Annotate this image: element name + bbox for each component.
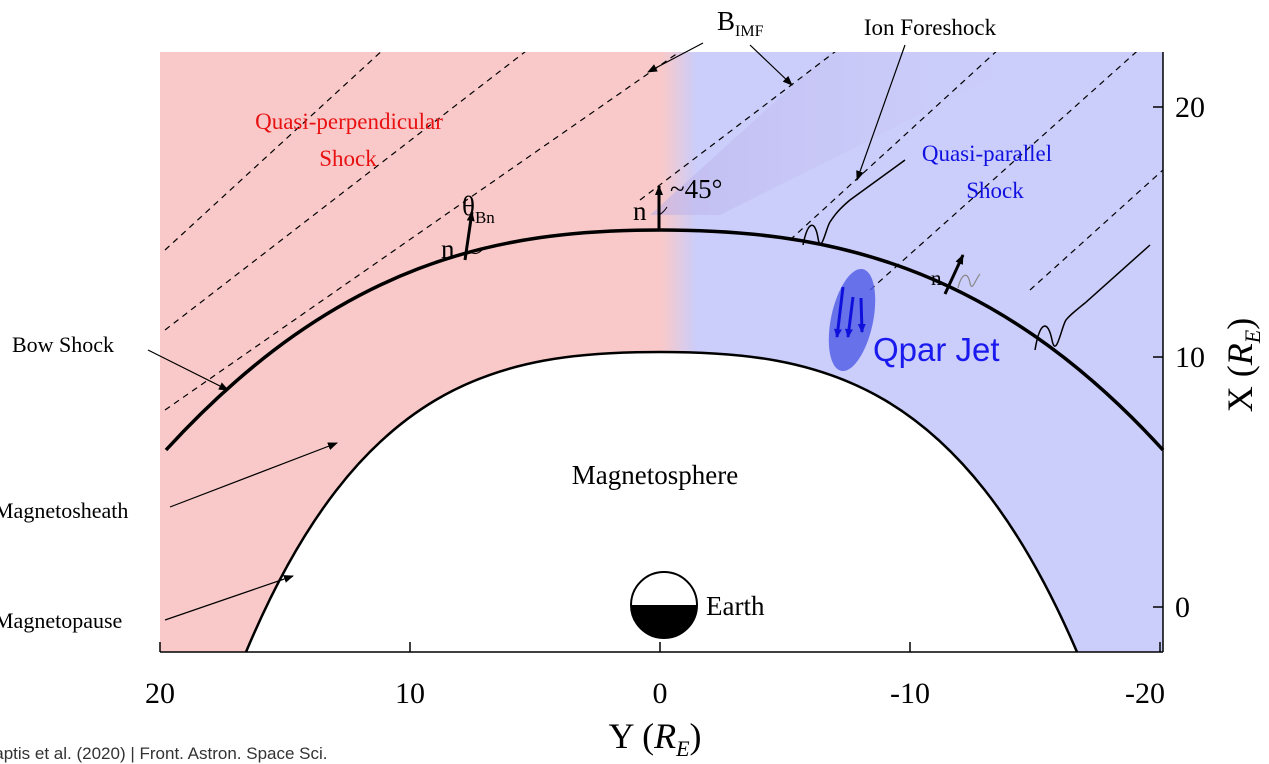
- qpar-jet-label: Qpar Jet: [873, 331, 1000, 368]
- figure-credit: Raptis et al. (2020) | Front. Astron. Sp…: [0, 744, 328, 763]
- bimf-label: BIMF: [717, 6, 764, 40]
- x-axis: [159, 642, 1163, 653]
- y-tick-label: 0: [1175, 591, 1190, 624]
- magnetosphere-region: [246, 352, 1077, 652]
- bimf-arrow-2: [749, 44, 793, 86]
- y-tick-label: 10: [1175, 341, 1205, 374]
- theta-bn-label: θBn: [462, 191, 495, 227]
- quasi-perp-label: Quasi-perpendicular: [255, 109, 443, 134]
- quasi-par-label-2: Shock: [966, 178, 1024, 203]
- earth-icon: [630, 571, 698, 639]
- normal-arrow-right: [943, 254, 965, 295]
- normal-label-right: n: [931, 266, 942, 290]
- jet-flow-arrows: [833, 286, 866, 338]
- x-tick-label: 20: [145, 677, 175, 710]
- qpar-jet-ellipse: [828, 268, 876, 372]
- x-tick-label: -20: [1125, 677, 1165, 710]
- magnetosphere-label: Magnetosphere: [572, 460, 738, 490]
- y-axis-title: X (RE): [1220, 318, 1265, 412]
- ion-foreshock-region: [650, 52, 1045, 215]
- magnetosheath-arrow: [169, 442, 338, 508]
- wave-packet-2: [1034, 244, 1151, 351]
- angle-arc-left: [469, 249, 483, 255]
- y-tick-label: 20: [1175, 91, 1205, 124]
- imf-field-lines: [164, 52, 1163, 411]
- x-axis-title: Y (RE): [608, 716, 701, 761]
- bow-shock-label: Bow Shock: [12, 332, 114, 357]
- ion-foreshock-label: Ion Foreshock: [864, 15, 997, 40]
- x-tick-label: -10: [890, 677, 930, 710]
- angle-label: ~45°: [670, 174, 722, 204]
- magnetopause-line: [244, 350, 1079, 652]
- wave-packet-1: [802, 159, 906, 246]
- wave-packet-3: [957, 273, 981, 289]
- x-tick-label: 10: [395, 677, 425, 710]
- magnetosheath-label: Magnetosheath: [0, 498, 128, 523]
- earth-label: Earth: [706, 591, 765, 621]
- angle-arc-top: [658, 206, 668, 216]
- x-tick-label: 0: [653, 677, 668, 710]
- quasi-perp-label-2: Shock: [319, 146, 377, 171]
- bimf-arrow-1: [647, 42, 704, 73]
- foreshock-arrow: [856, 44, 906, 181]
- y-axis: [1153, 52, 1164, 652]
- normal-label-top: n: [633, 196, 647, 226]
- magnetopause-arrow: [164, 575, 294, 621]
- bow-shock-arrow: [147, 349, 229, 391]
- normal-label-left: n: [441, 234, 455, 264]
- normal-arrow-left: [463, 211, 475, 261]
- quasi-par-label: Quasi-parallel: [922, 141, 1052, 166]
- magnetopause-label: Magnetopause: [0, 608, 122, 633]
